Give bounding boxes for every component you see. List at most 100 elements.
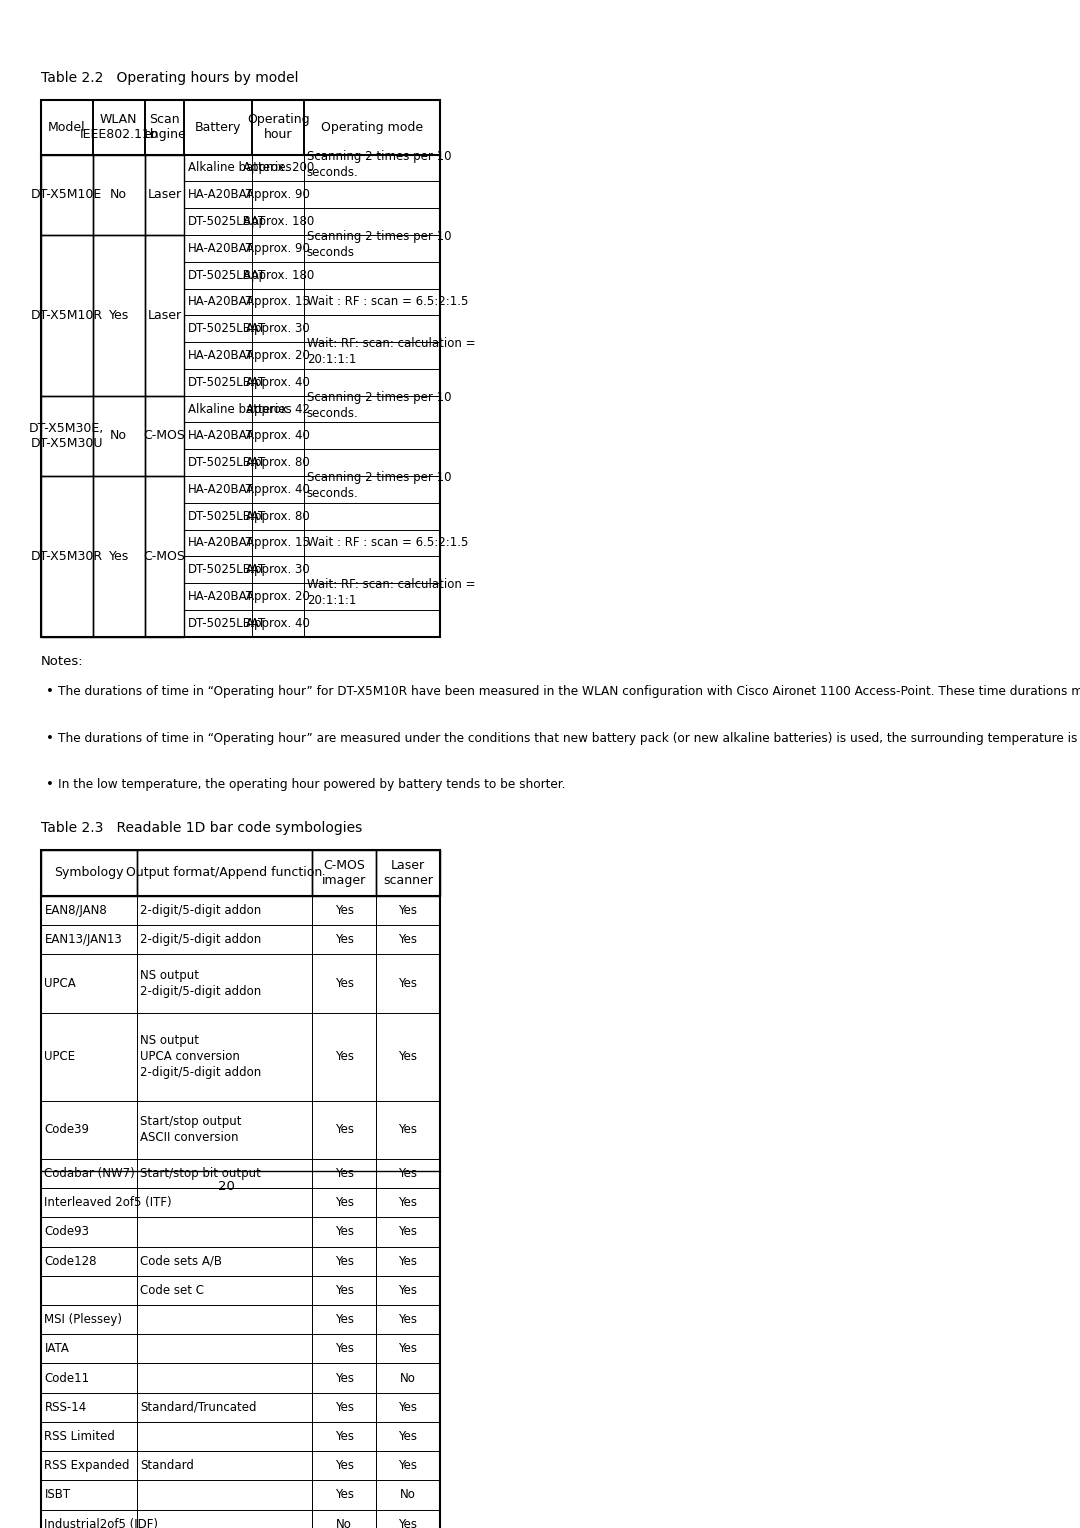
Text: Yes: Yes [335, 1225, 353, 1239]
Bar [41, 850, 136, 895]
Bar [41, 895, 136, 926]
Text: HA-A20BAT: HA-A20BAT [188, 590, 254, 604]
Text: Yes: Yes [108, 550, 129, 562]
Text: In the low temperature, the operating hour powered by battery tends to be shorte: In the low temperature, the operating ho… [58, 778, 566, 792]
Bar [305, 261, 440, 289]
Bar [145, 235, 185, 396]
Bar [185, 289, 253, 315]
Bar [253, 422, 305, 449]
Bar [145, 477, 185, 637]
Text: Interleaved 2of5 (ITF): Interleaved 2of5 (ITF) [44, 1196, 172, 1209]
Bar [136, 1218, 312, 1247]
Text: RSS Expanded: RSS Expanded [44, 1459, 130, 1473]
Text: •: • [46, 686, 54, 698]
Text: Scanning 2 times per 10
seconds.: Scanning 2 times per 10 seconds. [307, 391, 451, 420]
Bar [136, 850, 312, 895]
Bar [41, 1423, 136, 1452]
Text: Scanning 2 times per 10
seconds.: Scanning 2 times per 10 seconds. [307, 471, 451, 500]
Text: Approx. 30: Approx. 30 [246, 564, 310, 576]
Bar [145, 396, 185, 477]
Text: Yes: Yes [335, 934, 353, 946]
Bar [376, 1247, 440, 1276]
Bar [41, 477, 93, 637]
Bar [145, 99, 185, 154]
Text: No: No [400, 1488, 416, 1502]
Bar [253, 610, 305, 637]
Text: Yes: Yes [335, 1459, 353, 1473]
Text: Model: Model [48, 121, 85, 134]
Text: Yes: Yes [335, 976, 353, 990]
Bar [376, 1276, 440, 1305]
Text: HA-A20BAT: HA-A20BAT [188, 429, 254, 442]
Text: Yes: Yes [399, 1123, 418, 1137]
Text: Yes: Yes [335, 1372, 353, 1384]
Text: Approx. 40: Approx. 40 [246, 483, 310, 497]
Bar [41, 235, 93, 396]
Text: Approx. 20: Approx. 20 [246, 590, 310, 604]
Bar [253, 503, 305, 530]
Text: Yes: Yes [335, 1196, 353, 1209]
Text: Standard: Standard [140, 1459, 194, 1473]
Bar [185, 99, 253, 154]
Bar [253, 449, 305, 477]
Text: Code39: Code39 [44, 1123, 90, 1137]
Text: Battery: Battery [195, 121, 242, 134]
Text: 2-digit/5-digit addon: 2-digit/5-digit addon [140, 934, 261, 946]
Text: RSS-14: RSS-14 [44, 1401, 86, 1413]
Text: Operating mode: Operating mode [321, 121, 423, 134]
Bar [253, 261, 305, 289]
Text: Laser: Laser [148, 309, 181, 322]
Bar [305, 289, 440, 315]
Text: Table 2.3   Readable 1D bar code symbologies: Table 2.3 Readable 1D bar code symbologi… [41, 821, 362, 836]
Bar [136, 1510, 312, 1528]
Bar [312, 1452, 376, 1481]
Bar [41, 1392, 136, 1423]
Bar [41, 1452, 136, 1481]
Bar [376, 1481, 440, 1510]
Text: Yes: Yes [399, 1313, 418, 1326]
Bar [253, 182, 305, 208]
Bar [376, 1363, 440, 1392]
Bar [312, 1392, 376, 1423]
Bar [136, 926, 312, 955]
Text: Yes: Yes [108, 309, 129, 322]
Text: Yes: Yes [335, 905, 353, 917]
Bar [376, 926, 440, 955]
Bar [253, 584, 305, 610]
Text: Start/stop output
ASCII conversion: Start/stop output ASCII conversion [140, 1115, 242, 1144]
Bar [312, 1334, 376, 1363]
Bar [41, 1158, 136, 1189]
Bar [376, 1452, 440, 1481]
Text: Yes: Yes [335, 1343, 353, 1355]
Bar [376, 1218, 440, 1247]
Text: Code93: Code93 [44, 1225, 90, 1239]
Bar [253, 396, 305, 422]
Text: Yes: Yes [335, 1401, 353, 1413]
Bar [312, 1218, 376, 1247]
Text: Alkaline batteries: Alkaline batteries [188, 162, 292, 174]
Bar [253, 289, 305, 315]
Text: Approx. 15: Approx. 15 [246, 295, 310, 309]
Bar [41, 1276, 136, 1305]
Text: Yes: Yes [335, 1254, 353, 1268]
Text: Approx. 90: Approx. 90 [246, 188, 310, 202]
Bar [253, 530, 305, 556]
Bar [136, 1363, 312, 1392]
Text: Laser
scanner: Laser scanner [383, 859, 433, 886]
Text: Scanning 2 times per 10
seconds: Scanning 2 times per 10 seconds [307, 231, 451, 260]
Text: Start/stop bit output: Start/stop bit output [140, 1167, 261, 1180]
Text: Yes: Yes [399, 934, 418, 946]
Bar [376, 1392, 440, 1423]
Text: Approx. 80: Approx. 80 [246, 510, 310, 523]
Bar [305, 154, 440, 182]
Bar [312, 1100, 376, 1158]
Text: HA-A20BAT: HA-A20BAT [188, 348, 254, 362]
Text: Laser: Laser [148, 188, 181, 202]
Text: NS output
UPCA conversion
2-digit/5-digit addon: NS output UPCA conversion 2-digit/5-digi… [140, 1034, 261, 1079]
Bar [41, 1100, 136, 1158]
Bar [376, 955, 440, 1013]
Bar [305, 530, 440, 556]
Bar [185, 261, 253, 289]
Bar [93, 154, 145, 235]
Bar [136, 1013, 312, 1100]
